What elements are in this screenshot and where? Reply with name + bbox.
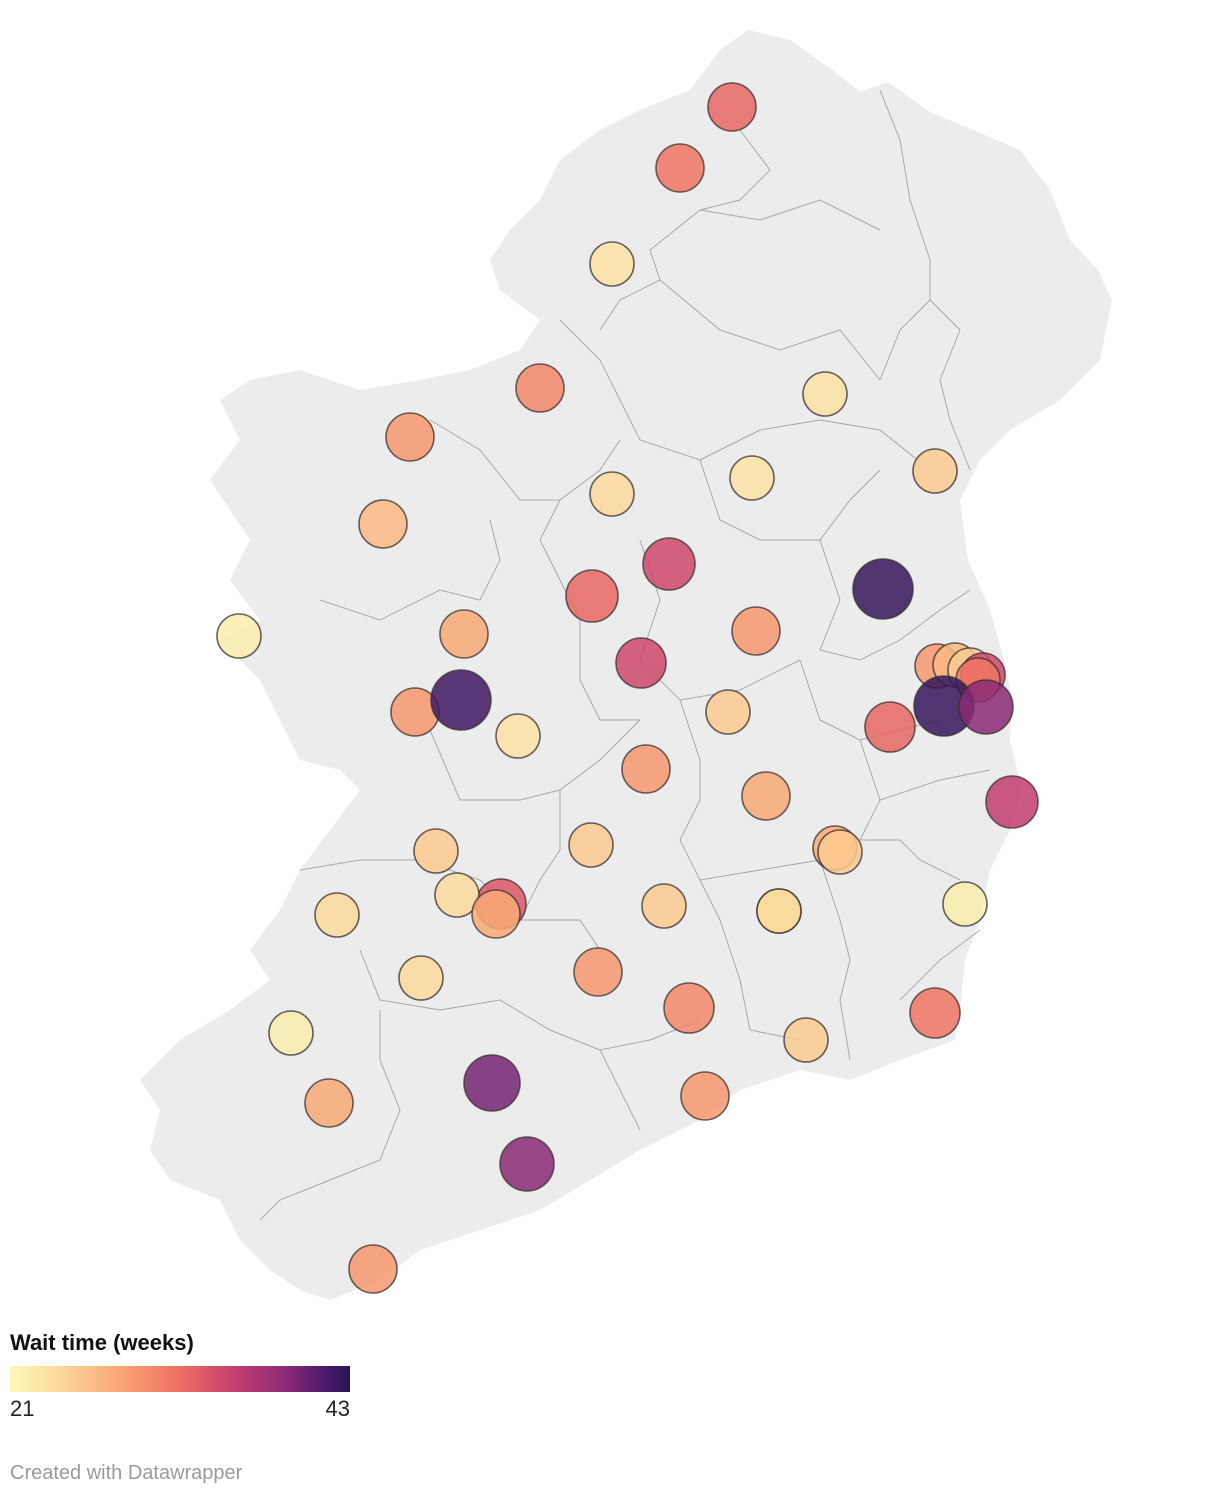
marker-mayo-north[interactable]: [385, 412, 435, 462]
border-line: [429, 419, 621, 501]
border-line: [699, 879, 801, 1041]
border-line: [599, 129, 771, 331]
border-line: [539, 499, 640, 721]
marker-kerry-listowel[interactable]: [398, 955, 444, 1001]
markers-layer: [216, 82, 1039, 1294]
marker-kerry-tralee[interactable]: [268, 1010, 314, 1056]
border-line: [879, 769, 991, 801]
border-line: [819, 539, 971, 661]
border-line: [599, 1049, 641, 1131]
marker-roscommon-north[interactable]: [589, 471, 635, 517]
legend-title: Wait time (weeks): [10, 1330, 194, 1355]
legend-ticks: 21 43: [10, 1396, 350, 1424]
marker-athlone[interactable]: [615, 637, 667, 689]
marker-cork-city[interactable]: [499, 1136, 555, 1192]
marker-donegal-south[interactable]: [589, 241, 635, 287]
marker-mayo-castlebar[interactable]: [358, 499, 408, 549]
marker-laois-portlaoise[interactable]: [741, 771, 791, 821]
legend-max-label: 43: [325, 1396, 350, 1421]
legend-gradient-bar: [10, 1366, 350, 1392]
marker-louth[interactable]: [912, 448, 958, 494]
marker-kildare-athy-2[interactable]: [817, 829, 863, 875]
marker-kilkenny-1[interactable]: [641, 883, 687, 929]
border-line: [699, 459, 881, 541]
marker-tipperary-nenagh[interactable]: [568, 822, 614, 868]
marker-waterford[interactable]: [680, 1071, 730, 1121]
marker-galway-tuam[interactable]: [439, 609, 489, 659]
border-line: [429, 719, 641, 801]
marker-tipperary-cashel[interactable]: [663, 982, 715, 1034]
marker-cavan[interactable]: [729, 455, 775, 501]
marker-offaly-tullamore[interactable]: [705, 689, 751, 735]
marker-limerick-2[interactable]: [434, 872, 480, 918]
legend-min-label: 21: [10, 1396, 35, 1421]
marker-monaghan[interactable]: [802, 371, 848, 417]
marker-kerry-north[interactable]: [314, 892, 360, 938]
marker-kerry-killarney[interactable]: [304, 1078, 354, 1128]
marker-cork-west[interactable]: [348, 1244, 398, 1294]
marker-galway-east[interactable]: [430, 669, 492, 731]
border-line: [859, 739, 961, 881]
marker-ballinasloe[interactable]: [495, 713, 541, 759]
border-line: [929, 299, 971, 471]
marker-wicklow[interactable]: [985, 775, 1039, 829]
color-legend: Wait time (weeks) 21 43: [10, 1330, 350, 1424]
border-line: [699, 199, 881, 231]
border-line: [879, 89, 931, 381]
marker-westmeath[interactable]: [731, 606, 781, 656]
border-line: [679, 699, 821, 881]
marker-galway-west[interactable]: [216, 613, 262, 659]
border-line: [819, 859, 851, 1061]
marker-wexford[interactable]: [909, 987, 961, 1039]
marker-cork-mallow[interactable]: [463, 1054, 521, 1112]
marker-laois-birr[interactable]: [621, 744, 671, 794]
county-borders: [259, 89, 991, 1221]
marker-roscommon[interactable]: [565, 569, 619, 623]
border-line: [259, 1010, 401, 1221]
border-line: [519, 790, 601, 951]
border-line: [359, 949, 701, 1051]
marker-meath-navan[interactable]: [852, 558, 914, 620]
marker-wicklow-arklow[interactable]: [942, 881, 988, 927]
marker-kildare[interactable]: [864, 701, 916, 753]
marker-carlow[interactable]: [756, 888, 802, 934]
border-line: [319, 519, 501, 621]
marker-limerick-3[interactable]: [471, 889, 521, 939]
marker-donegal-letterkenny[interactable]: [655, 143, 705, 193]
marker-dublin-south-2[interactable]: [958, 679, 1014, 735]
marker-longford[interactable]: [642, 537, 696, 591]
marker-clare-ennis[interactable]: [413, 828, 459, 874]
marker-tipperary-clonmel[interactable]: [573, 947, 623, 997]
marker-new-ross[interactable]: [783, 1017, 829, 1063]
footer-credit: Created with Datawrapper: [10, 1462, 243, 1484]
marker-sligo[interactable]: [515, 363, 565, 413]
map: [140, 30, 1112, 1300]
border-line: [899, 929, 981, 1001]
border-line: [659, 279, 881, 381]
marker-donegal-north[interactable]: [707, 82, 757, 132]
